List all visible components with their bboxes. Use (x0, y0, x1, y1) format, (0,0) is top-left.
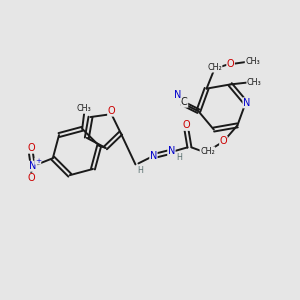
Text: O: O (108, 106, 115, 116)
Text: O: O (27, 143, 34, 153)
Text: CH₂: CH₂ (207, 63, 222, 72)
Text: O: O (220, 136, 227, 146)
Text: N: N (243, 98, 250, 108)
Text: O: O (227, 58, 234, 69)
Text: CH₃: CH₃ (77, 104, 92, 113)
Text: H: H (176, 153, 182, 162)
Text: H: H (137, 166, 143, 175)
Text: CH₂: CH₂ (200, 147, 215, 156)
Text: O: O (27, 173, 34, 183)
Text: CH₃: CH₃ (247, 78, 262, 87)
Text: C: C (181, 97, 188, 107)
Text: +: + (35, 158, 41, 164)
Text: N: N (174, 90, 181, 100)
Text: N: N (29, 161, 37, 171)
Text: CH₃: CH₃ (245, 57, 260, 66)
Text: N: N (168, 146, 175, 156)
Text: N: N (150, 152, 157, 161)
Text: O: O (183, 120, 190, 130)
